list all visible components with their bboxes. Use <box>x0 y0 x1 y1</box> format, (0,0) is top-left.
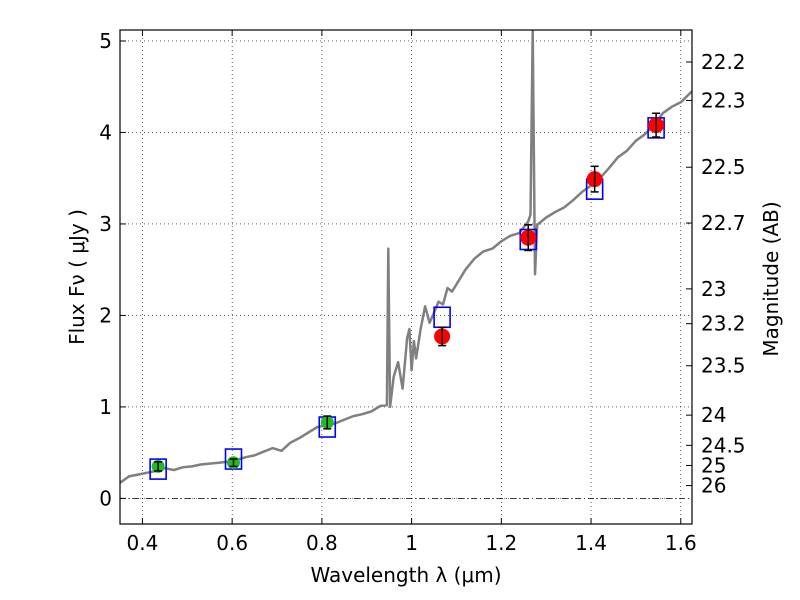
x-tick-label: 0.8 <box>306 531 338 555</box>
mag-tick-label: 24.5 <box>701 433 746 457</box>
mag-tick-label: 22.2 <box>701 50 746 74</box>
mag-tick-label: 22.7 <box>701 211 746 235</box>
x-tick-label: 1.4 <box>575 531 607 555</box>
mag-tick-label: 23.2 <box>701 312 746 336</box>
x-tick-label: 1.6 <box>665 531 697 555</box>
axis-labels: Wavelength λ (μm) Flux Fν ( μJy ) Magnit… <box>65 201 783 587</box>
axis-ticks: 0.4 0.6 0.8 1 1.2 1.4 1.601234522.222.322.522.… <box>99 29 745 555</box>
mag-tick-label: 23 <box>701 277 726 301</box>
mag-tick-label: 23.5 <box>701 354 746 378</box>
mag-tick-label: 22.3 <box>701 88 746 112</box>
x-tick-label: 1 <box>405 531 418 555</box>
model-photometry-box <box>149 458 167 480</box>
mag-tick-label: 25 <box>701 453 726 477</box>
y-axis-label: Flux Fν ( μJy ) <box>65 209 89 345</box>
y-tick-label: 0 <box>99 486 112 510</box>
y-tick-label: 1 <box>99 395 112 419</box>
y2-axis-label: Magnitude (AB) <box>759 201 783 356</box>
x-tick-label: 0.4 <box>127 531 159 555</box>
plot-area <box>120 30 692 499</box>
y-tick-label: 2 <box>99 303 112 327</box>
y-tick-label: 4 <box>99 120 112 144</box>
plot-frame <box>119 29 693 525</box>
mag-tick-label: 22.5 <box>701 155 746 179</box>
x-axis-label: Wavelength λ (μm) <box>310 563 501 587</box>
y-tick-label: 3 <box>99 212 112 236</box>
y-tick-label: 5 <box>99 29 112 53</box>
x-tick-label: 1.2 <box>485 531 517 555</box>
grid <box>120 30 692 524</box>
mag-tick-label: 26 <box>701 474 726 498</box>
x-tick-label: 0.6 <box>216 531 248 555</box>
mag-tick-label: 24 <box>701 403 726 427</box>
